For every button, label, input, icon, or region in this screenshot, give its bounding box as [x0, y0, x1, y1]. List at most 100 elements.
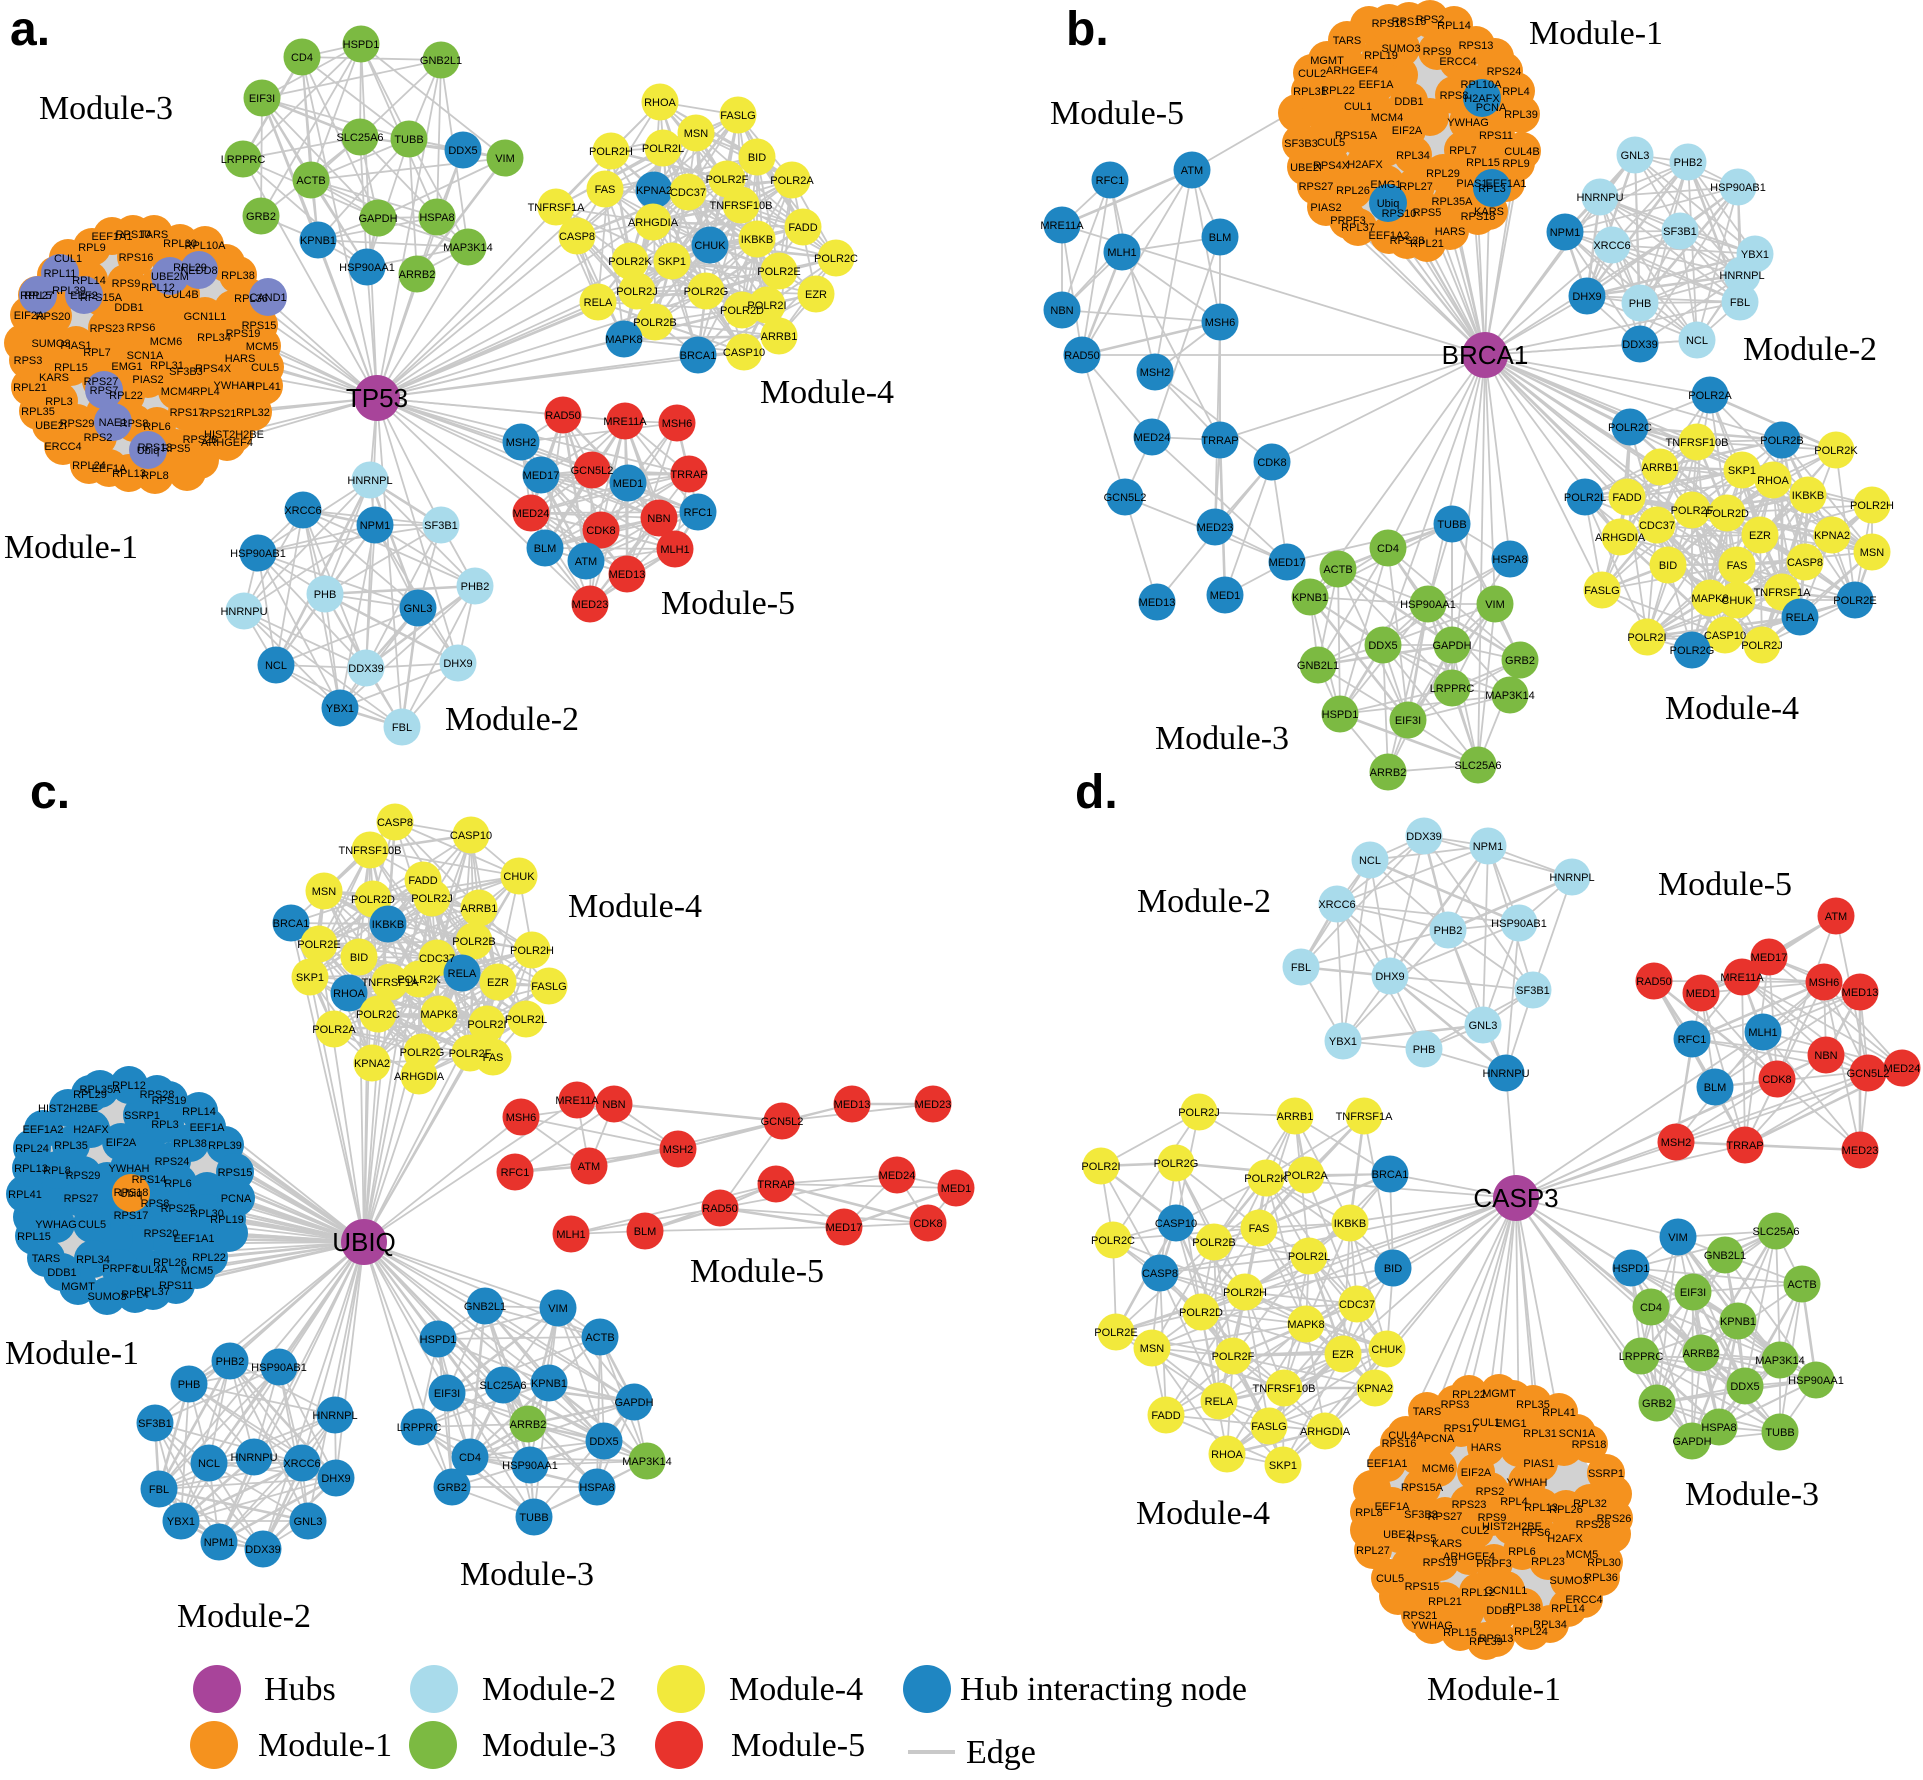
svg-text:LRPPRC: LRPPRC [397, 1422, 442, 1434]
svg-text:EIF2A: EIF2A [106, 1137, 137, 1149]
svg-text:RPL3: RPL3 [151, 1119, 179, 1131]
svg-text:MSH6: MSH6 [1809, 977, 1840, 989]
svg-text:ARHGEF4: ARHGEF4 [1326, 65, 1378, 77]
svg-text:a.: a. [10, 3, 50, 56]
svg-text:Module-3: Module-3 [460, 1556, 594, 1593]
svg-text:RPS16: RPS16 [119, 252, 154, 264]
svg-text:CUL4A: CUL4A [1388, 1430, 1424, 1442]
svg-text:RPL4: RPL4 [192, 386, 220, 398]
svg-text:GRB2: GRB2 [1505, 655, 1535, 667]
svg-text:FAS: FAS [595, 184, 616, 196]
svg-text:PRPF3: PRPF3 [1476, 1558, 1511, 1570]
svg-text:RPL31: RPL31 [1523, 1428, 1557, 1440]
svg-text:MSH6: MSH6 [506, 1112, 537, 1124]
svg-text:YWHAG: YWHAG [1447, 117, 1489, 129]
svg-text:RPS15: RPS15 [242, 320, 277, 332]
svg-text:RPS8: RPS8 [1440, 90, 1469, 102]
svg-text:MCM6: MCM6 [1422, 1463, 1454, 1475]
svg-text:ARHGDIA: ARHGDIA [394, 1071, 445, 1083]
svg-text:CHUK: CHUK [1721, 595, 1753, 607]
svg-text:HSP90AA1: HSP90AA1 [339, 262, 395, 274]
svg-text:POLR2L: POLR2L [1564, 492, 1606, 504]
svg-text:CDK8: CDK8 [1762, 1074, 1791, 1086]
svg-text:HNRNPL: HNRNPL [312, 1410, 357, 1422]
svg-text:BID: BID [1659, 560, 1677, 572]
svg-text:POLR2F: POLR2F [1212, 1351, 1255, 1363]
svg-text:RPL6: RPL6 [143, 421, 171, 433]
svg-text:RPL13: RPL13 [112, 468, 146, 480]
svg-text:RPL39: RPL39 [52, 285, 86, 297]
svg-text:RPL15: RPL15 [1466, 157, 1500, 169]
svg-text:PHB2: PHB2 [1674, 157, 1703, 169]
svg-text:POLR2D: POLR2D [720, 305, 764, 317]
svg-text:GCN5L2: GCN5L2 [1104, 492, 1147, 504]
svg-text:CD4: CD4 [459, 1452, 481, 1464]
svg-text:TNFRSF10B: TNFRSF10B [710, 200, 773, 212]
svg-text:Module-1: Module-1 [5, 1335, 139, 1372]
svg-text:TARS: TARS [140, 229, 169, 241]
svg-text:Module-2: Module-2 [1743, 331, 1877, 368]
svg-text:b.: b. [1066, 3, 1109, 56]
svg-text:BID: BID [1384, 1263, 1402, 1275]
svg-text:POLR2A: POLR2A [1688, 390, 1732, 402]
svg-text:RPL30: RPL30 [190, 1208, 224, 1220]
svg-text:HARS: HARS [1471, 1442, 1502, 1454]
svg-text:SUMO3: SUMO3 [31, 338, 70, 350]
svg-text:FADD: FADD [1151, 1410, 1180, 1422]
svg-text:RPS21: RPS21 [202, 408, 237, 420]
svg-text:NPM1: NPM1 [1473, 841, 1504, 853]
svg-text:RPL38: RPL38 [173, 1138, 207, 1150]
svg-text:NCL: NCL [1686, 335, 1708, 347]
svg-text:SUMO3: SUMO3 [1549, 1575, 1588, 1587]
svg-text:GNL3: GNL3 [1469, 1020, 1498, 1032]
svg-text:CHUK: CHUK [694, 240, 726, 252]
svg-text:TNFRSF1A: TNFRSF1A [528, 202, 586, 214]
svg-text:MSH6: MSH6 [662, 418, 693, 430]
svg-text:LRPPRC: LRPPRC [1619, 1351, 1664, 1363]
svg-text:RPL26: RPL26 [1549, 1504, 1583, 1516]
svg-text:SCN1A: SCN1A [127, 350, 164, 362]
svg-text:ARHGDIA: ARHGDIA [1595, 532, 1646, 544]
svg-text:SF3B1: SF3B1 [424, 520, 458, 532]
svg-text:CUL2: CUL2 [1298, 68, 1326, 80]
svg-text:MCM5: MCM5 [1566, 1549, 1598, 1561]
svg-text:RPS3: RPS3 [1441, 1399, 1470, 1411]
svg-text:BLM: BLM [1704, 1082, 1727, 1094]
svg-text:FAS: FAS [483, 1052, 504, 1064]
svg-text:POLR2I: POLR2I [1081, 1161, 1120, 1173]
svg-text:TNFRSF10B: TNFRSF10B [1666, 437, 1729, 449]
svg-text:KARS: KARS [39, 372, 69, 384]
svg-text:Module-2: Module-2 [482, 1671, 616, 1708]
svg-text:POLR2K: POLR2K [397, 974, 441, 986]
svg-text:RPL29: RPL29 [173, 262, 207, 274]
svg-text:MCM4: MCM4 [161, 386, 193, 398]
svg-text:NPM1: NPM1 [360, 520, 391, 532]
svg-text:d.: d. [1075, 766, 1118, 819]
svg-text:RPS9: RPS9 [1478, 1512, 1507, 1524]
svg-text:ARHGEF4: ARHGEF4 [1443, 1551, 1495, 1563]
svg-text:ARRB1: ARRB1 [461, 903, 498, 915]
svg-text:RPL35: RPL35 [54, 1140, 88, 1152]
svg-text:RPL7: RPL7 [83, 347, 111, 359]
svg-text:HSPD1: HSPD1 [420, 1334, 457, 1346]
svg-text:RPS4X: RPS4X [1313, 160, 1350, 172]
svg-text:RPS23: RPS23 [90, 323, 125, 335]
svg-text:SUMO3: SUMO3 [87, 1291, 126, 1303]
svg-text:EEF1A: EEF1A [190, 1122, 226, 1134]
svg-text:RPL5: RPL5 [24, 290, 52, 302]
svg-text:MRE11A: MRE11A [1040, 220, 1084, 232]
svg-text:HSPA8: HSPA8 [1492, 554, 1527, 566]
svg-text:RPS6: RPS6 [127, 322, 156, 334]
svg-text:RPL12: RPL12 [1461, 1587, 1495, 1599]
svg-text:EIF3I: EIF3I [1395, 715, 1421, 727]
svg-text:FADD: FADD [788, 222, 817, 234]
svg-text:POLR2B: POLR2B [452, 936, 495, 948]
svg-text:RELA: RELA [1205, 1396, 1234, 1408]
svg-text:Module-3: Module-3 [39, 90, 173, 127]
svg-text:Module-4: Module-4 [729, 1671, 863, 1708]
svg-text:CASP10: CASP10 [450, 830, 492, 842]
svg-text:RPS28: RPS28 [1390, 235, 1425, 247]
svg-text:FBL: FBL [149, 1484, 169, 1496]
svg-text:RPL26: RPL26 [1336, 185, 1370, 197]
svg-text:HSP90AB1: HSP90AB1 [251, 1362, 307, 1374]
